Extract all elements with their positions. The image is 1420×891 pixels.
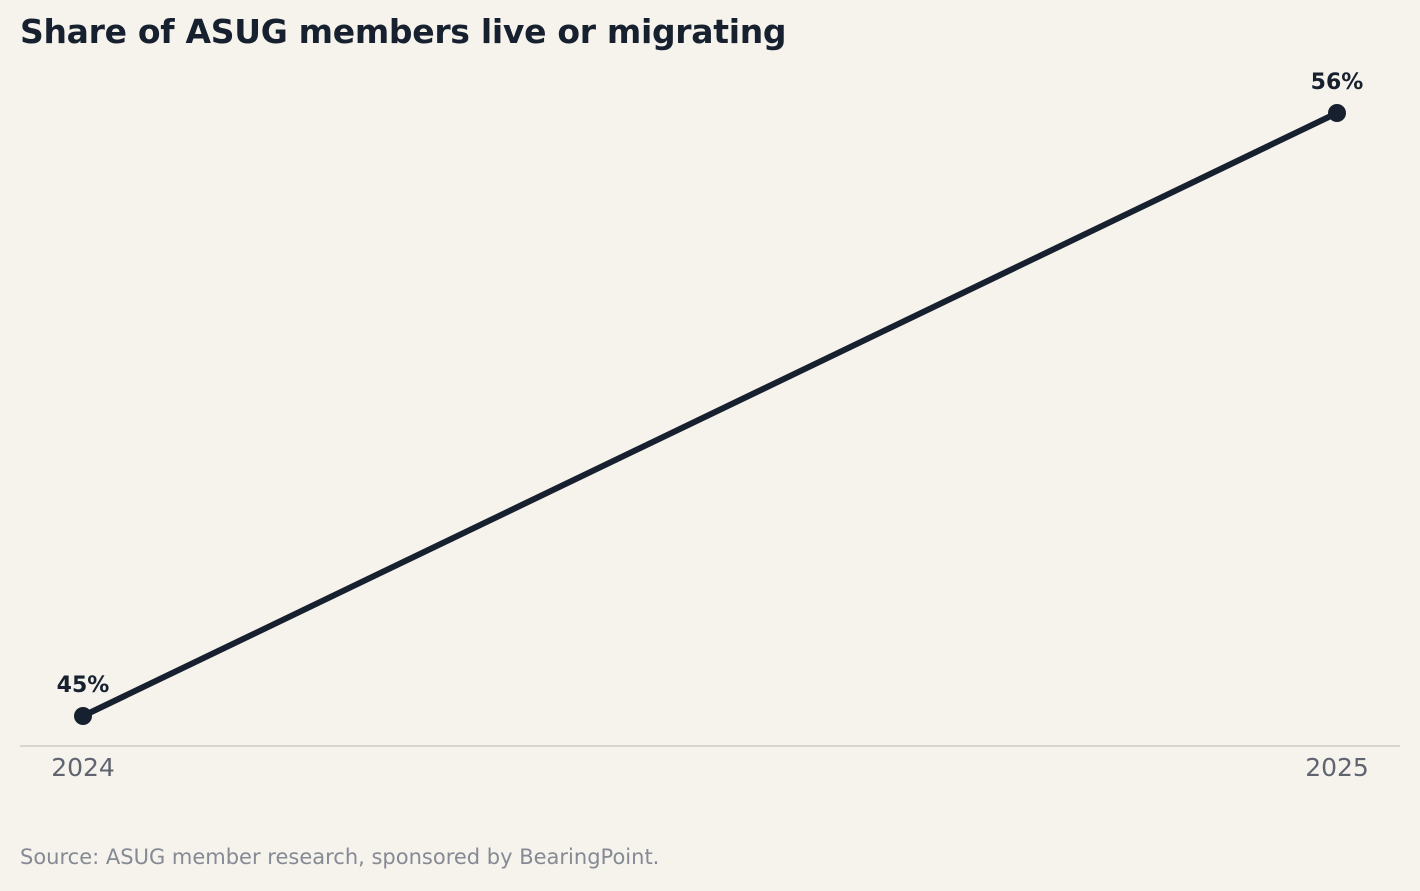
x-tick-label-2025: 2025 bbox=[1305, 753, 1369, 782]
series-group bbox=[74, 104, 1346, 725]
series-line bbox=[80, 110, 1340, 719]
data-point-2024 bbox=[74, 707, 92, 725]
source-note: Source: ASUG member research, sponsored … bbox=[20, 845, 660, 869]
labels-group: 45% 56% 2024 2025 bbox=[51, 70, 1369, 782]
data-label-2024: 45% bbox=[57, 673, 110, 698]
data-label-2025: 56% bbox=[1311, 70, 1364, 95]
x-tick-label-2024: 2024 bbox=[51, 753, 115, 782]
data-point-2025 bbox=[1328, 104, 1346, 122]
chart-title: Share of ASUG members live or migrating bbox=[20, 12, 787, 51]
